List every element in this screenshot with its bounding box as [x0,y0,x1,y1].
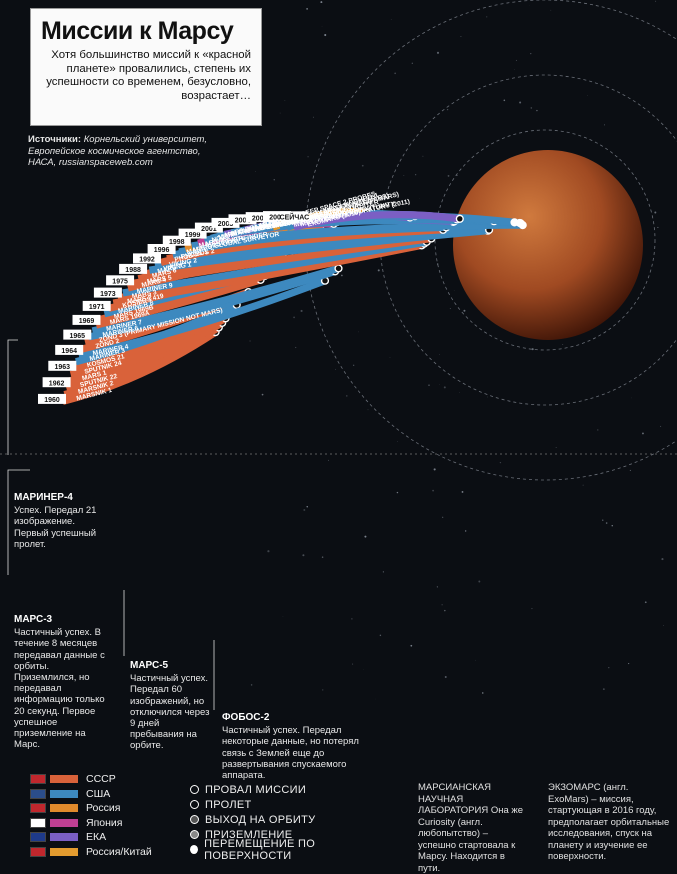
year-label: 1969 [79,318,95,325]
note-title: МАРС-3 [14,614,106,625]
flag-icon [30,789,46,799]
note-text: Частичный успех. Передал некоторые данны… [222,725,372,781]
year-label: 1964 [61,348,77,355]
year-label: 1962 [49,380,65,387]
sources: Источники: Корнельский университет, Евро… [28,134,220,169]
legend-label: СССР [86,773,116,785]
legend-agency-ussr: СССР [30,772,170,787]
year-label: 1971 [89,304,105,311]
outcome-dot-icon [190,785,199,794]
flag-icon [30,774,46,784]
year-label: 1963 [55,364,71,371]
legend-label: ЕКА [86,831,106,843]
legend-label: ПРОВАЛ МИССИИ [205,784,306,796]
outcome-dot-icon [190,815,199,824]
note-title: ФОБОС-2 [222,712,372,723]
outcome-dot-icon [190,800,199,809]
legend-label: ПЕРЕМЕЩЕНИЕ ПО ПОВЕРХНОСТИ [204,838,380,862]
note-msl: МАРСИАНСКАЯ НАУЧНАЯ ЛАБОРАТОРИЯ Она же C… [418,782,528,874]
outcome-marker [511,219,518,226]
note-mars3: МАРС-3 Частичный успех. В течение 8 меся… [14,614,106,750]
year-label: 1973 [100,291,116,298]
color-swatch [50,804,78,812]
year-label: 1992 [139,257,155,264]
legend-agency-esa: ЕКА [30,830,170,845]
flag-icon [30,803,46,813]
legend-label: ПРОЛЕТ [205,799,252,811]
legend-label: ВЫХОД НА ОРБИТУ [205,814,315,826]
note-text: Частичный успех. Передал 60 изображений,… [130,673,210,751]
legend-outcome-flyby: ПРОЛЕТ [190,797,380,812]
legend-outcome-fail: ПРОВАЛ МИССИИ [190,782,380,797]
year-label: 1965 [70,333,86,340]
note-exomars: ЭКЗОМАРС (англ. ExoMars) – миссия, старт… [548,782,670,863]
year-label: 1988 [125,267,141,274]
outcome-marker [456,215,463,222]
flag-icon [30,847,46,857]
legend-outcome-orbit: ВЫХОД НА ОРБИТУ [190,812,380,827]
color-swatch [50,819,78,827]
color-swatch [50,790,78,798]
legend-outcome-surface: ПЕРЕМЕЩЕНИЕ ПО ПОВЕРХНОСТИ [190,842,380,857]
outcome-marker [335,265,342,272]
legend-agency-usa: США [30,787,170,802]
starfield [249,1,663,699]
agency-legend: СССР США Россия Япония ЕКА Россия/Китай [30,772,170,859]
outcome-dot-icon [190,845,198,854]
flag-icon [30,818,46,828]
mars-planet [453,150,643,340]
legend-label: Россия/Китай [86,846,152,858]
year-label: 1996 [154,247,170,254]
year-label: СЕЙЧАС [280,213,310,222]
note-mars5: МАРС-5 Частичный успех. Передал 60 изобр… [130,660,210,752]
note-title: МАРИНЕР-4 [14,492,110,503]
note-mariner4: МАРИНЕР-4 Успех. Передал 21 изображение.… [14,492,110,550]
legend-agency-ru_cn: Россия/Китай [30,845,170,860]
year-label: 1999 [185,232,201,239]
outcome-dot-icon [190,830,199,839]
page-title: Миссии к Марсу [41,17,251,45]
note-text: Частичный успех. В течение 8 месяцев пер… [14,627,106,750]
legend-agency-russia: Россия [30,801,170,816]
color-swatch [50,848,78,856]
note-text: Успех. Передал 21 изображение. Первый ус… [14,505,110,550]
legend-label: Япония [86,817,122,829]
flag-icon [30,832,46,842]
legend-label: США [86,788,110,800]
note-phobos2: ФОБОС-2 Частичный успех. Передал некотор… [222,712,372,781]
title-card: Миссии к Марсу Хотя большинство миссий к… [30,8,262,126]
legend-label: Россия [86,802,120,814]
year-label: 1960 [44,397,60,404]
page-subtitle: Хотя большинство миссий к «красной плане… [41,49,251,103]
year-label: 1998 [169,239,185,246]
legend-agency-japan: Япония [30,816,170,831]
color-swatch [50,833,78,841]
sources-label: Источники: [28,134,81,145]
year-label: 1975 [112,279,128,286]
color-swatch [50,775,78,783]
note-title: МАРС-5 [130,660,210,671]
